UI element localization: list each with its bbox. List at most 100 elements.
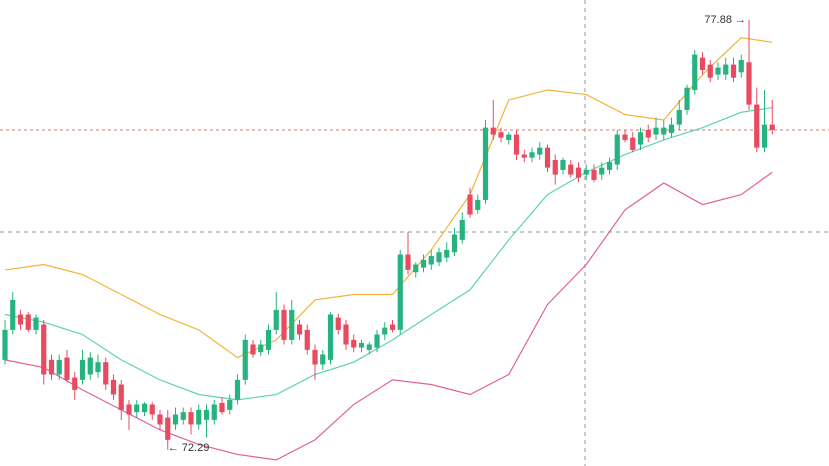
candle-body — [366, 344, 372, 350]
candle-body — [126, 404, 132, 415]
candle-body — [64, 357, 70, 380]
candle-body — [25, 314, 31, 330]
candle-body — [738, 59, 744, 73]
candle-body — [707, 64, 713, 78]
candle-body — [653, 127, 659, 135]
candle-body — [614, 134, 620, 165]
candle-body — [87, 357, 93, 375]
candle-body — [645, 129, 651, 138]
candle-body — [699, 57, 706, 70]
candle-body — [281, 309, 287, 340]
candle-body — [358, 342, 365, 348]
candle-body — [498, 132, 504, 138]
band-line — [4, 107, 773, 401]
candle-body — [676, 109, 682, 125]
candle-body — [110, 379, 117, 395]
candle-body — [312, 349, 318, 365]
candle-body — [746, 62, 752, 105]
candle-body — [684, 87, 690, 110]
candle-body — [188, 412, 194, 425]
candle-body — [149, 404, 155, 415]
candle-body — [227, 399, 233, 410]
candle-body — [606, 162, 613, 170]
candle-body — [568, 164, 574, 175]
candle-body — [41, 324, 47, 375]
candle-body — [668, 124, 675, 134]
candle-body — [335, 317, 341, 330]
candle-body — [506, 134, 512, 140]
candle-body — [180, 412, 186, 420]
candle-body — [397, 254, 403, 330]
candle-body — [490, 127, 496, 135]
candle-body — [436, 252, 442, 263]
candle-body — [730, 64, 737, 78]
candle-body — [552, 159, 558, 175]
candle-body — [521, 154, 527, 158]
candle-body — [56, 359, 62, 375]
candle-body — [327, 314, 334, 360]
candle-body — [258, 344, 264, 353]
candle-body — [2, 329, 8, 360]
candle-body — [583, 169, 589, 175]
candle-body — [599, 167, 605, 175]
candle-body — [351, 339, 357, 348]
candle-body — [134, 404, 140, 413]
candle-body — [296, 324, 303, 335]
high-annotation: 77.88 → — [704, 14, 746, 26]
candle-body — [715, 67, 721, 75]
candle-body — [242, 339, 248, 380]
band-line — [4, 171, 773, 461]
candle-body — [203, 409, 210, 420]
candle-body — [482, 127, 489, 200]
candle-body — [513, 134, 520, 155]
candle-body — [420, 259, 427, 268]
candle-body — [343, 324, 349, 345]
candle-body — [304, 329, 310, 350]
candle-body — [118, 384, 124, 410]
candle-body — [141, 403, 148, 413]
candle-body — [273, 309, 279, 330]
candle-body — [157, 414, 163, 425]
candle-body — [537, 147, 543, 155]
candle-body — [196, 409, 202, 425]
candle-body — [95, 362, 101, 373]
candle-body — [723, 64, 729, 75]
candle-body — [72, 377, 78, 390]
candle-body — [320, 354, 326, 365]
candle-body — [33, 317, 39, 330]
candle-body — [389, 324, 396, 330]
candle-body — [103, 362, 109, 385]
candle-body — [544, 147, 551, 168]
candle-body — [769, 124, 775, 130]
candle-body — [265, 329, 272, 350]
candle-body — [428, 256, 434, 265]
candle-body — [165, 417, 171, 440]
candle-body — [219, 402, 225, 413]
candle-body — [10, 299, 16, 330]
candle-body — [374, 334, 380, 348]
candle-body — [405, 254, 411, 270]
candle-body — [413, 264, 419, 273]
candle-body — [172, 414, 179, 425]
low-annotation: ← 72.29 — [168, 442, 210, 454]
candle-body — [529, 152, 535, 158]
candle-body — [444, 249, 450, 258]
candle-body — [289, 309, 295, 340]
candle-body — [630, 137, 636, 150]
candle-body — [451, 234, 458, 253]
candle-body — [754, 104, 760, 148]
candle-body — [48, 359, 55, 375]
candle-body — [591, 169, 597, 180]
candle-body — [761, 124, 768, 148]
candle-body — [692, 54, 698, 90]
candle-body — [79, 359, 86, 380]
candle-body — [661, 127, 667, 135]
candle-body — [382, 327, 388, 335]
candle-body — [234, 379, 241, 400]
candle-body — [475, 199, 481, 210]
candle-body — [637, 132, 644, 145]
band-line — [4, 37, 773, 359]
candle-body — [467, 194, 473, 215]
